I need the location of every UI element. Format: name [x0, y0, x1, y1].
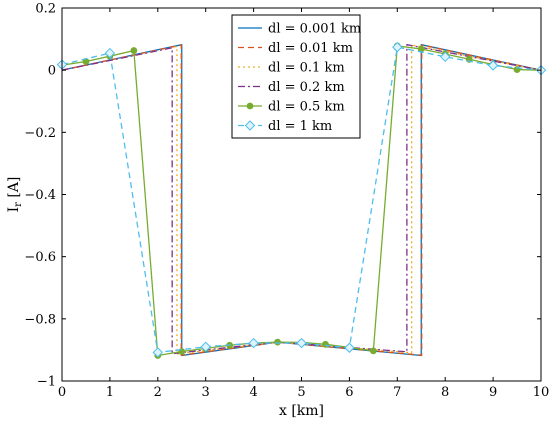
- legend: dl = 0.001 km dl = 0.01 km dl = 0.1 km dl =…: [231, 14, 361, 139]
- y-tick-label: −0.4: [24, 188, 56, 203]
- legend-item: dl = 0.001 km: [238, 22, 361, 37]
- x-tick-label: 7: [393, 385, 401, 400]
- y-axis-label-subscript: r: [13, 202, 24, 207]
- data-point: [246, 102, 254, 110]
- legend-label: dl = 0.2 km: [268, 80, 345, 95]
- legend-label: dl = 0.1 km: [268, 61, 345, 76]
- series-line: [61, 44, 542, 356]
- data-point: [344, 342, 355, 353]
- y-tick-label: 0.2: [35, 2, 56, 17]
- y-axis-label: Ir [A]: [6, 177, 24, 213]
- data-point: [274, 338, 281, 346]
- series-layer: [56, 41, 547, 359]
- series-4: [61, 44, 542, 355]
- x-tick-label: 4: [249, 385, 257, 400]
- data-point: [487, 60, 499, 71]
- legend-item: dl = 0.1 km: [238, 61, 345, 76]
- legend-label: dl = 0.001 km: [268, 22, 361, 37]
- y-tick-label: −1: [37, 375, 56, 390]
- x-tick-label: 3: [202, 385, 210, 400]
- data-point: [200, 341, 211, 353]
- legend-item: dl = 0.5 km: [238, 100, 345, 115]
- x-tick-label: 1: [106, 385, 114, 400]
- series-2: [61, 44, 542, 356]
- y-tick-label: −0.2: [24, 126, 56, 141]
- x-tick-label: 2: [154, 385, 162, 400]
- x-tick-label: 0: [58, 385, 66, 400]
- data-point: [104, 47, 116, 59]
- data-point: [248, 337, 259, 349]
- data-point: [130, 47, 138, 54]
- x-tick-label: 6: [345, 385, 353, 400]
- y-axis-label-main: I: [6, 207, 22, 213]
- legend-item: dl = 1 km: [238, 119, 332, 134]
- data-point: [322, 340, 329, 348]
- legend-label: dl = 0.01 km: [268, 41, 353, 56]
- series-line: [61, 46, 542, 354]
- data-point: [244, 120, 256, 131]
- legend-item: dl = 0.01 km: [238, 41, 353, 56]
- legend-label: dl = 0.5 km: [268, 100, 345, 115]
- legend-box: [231, 14, 361, 139]
- y-tick-label: −0.6: [24, 250, 56, 265]
- data-point: [439, 51, 451, 63]
- data-point: [152, 347, 164, 358]
- y-tick-label: 0: [48, 64, 56, 79]
- y-axis-label-unit: [A]: [6, 177, 22, 202]
- series-line: [61, 44, 542, 355]
- y-tick-label: −0.8: [24, 312, 56, 327]
- legend-item: dl = 0.2 km: [238, 80, 345, 95]
- data-point: [392, 41, 403, 53]
- x-tick-label: 8: [441, 385, 449, 400]
- x-tick-label: 10: [533, 385, 550, 400]
- legend-label: dl = 1 km: [268, 119, 332, 134]
- data-point: [296, 337, 307, 349]
- x-tick-label: 9: [489, 385, 497, 400]
- x-tick-label: 5: [297, 385, 305, 400]
- x-axis-label: x [km]: [279, 403, 324, 419]
- data-point: [369, 347, 377, 355]
- ticks-layer: 0 1 2 3 4 5 6 7 8 9 10 0.2 0 −0.2 −0.4 −0.6 −0.8 −1: [24, 2, 549, 401]
